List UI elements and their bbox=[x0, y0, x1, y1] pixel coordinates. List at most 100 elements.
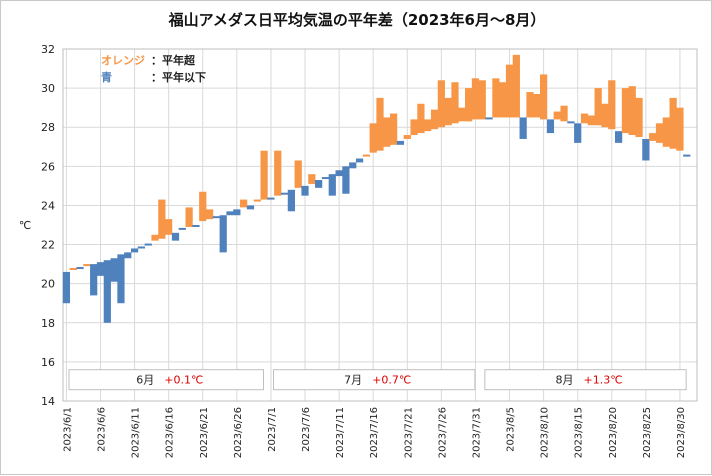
y-tick-label: 24 bbox=[41, 199, 55, 212]
bar bbox=[349, 162, 357, 169]
bar bbox=[540, 74, 548, 120]
bar bbox=[260, 150, 268, 200]
x-tick-label: 2023/6/26 bbox=[233, 407, 244, 458]
x-tick-label: 2023/7/26 bbox=[437, 407, 448, 458]
bar bbox=[505, 64, 514, 118]
x-tick-label: 2023/7/31 bbox=[471, 407, 482, 458]
legend-text: ：平年超 bbox=[151, 53, 196, 67]
bar bbox=[533, 93, 541, 118]
bar bbox=[662, 117, 670, 147]
bar bbox=[683, 154, 691, 157]
x-tick-label: 2023/6/6 bbox=[96, 407, 107, 452]
bar bbox=[642, 138, 650, 161]
bar bbox=[471, 78, 480, 120]
bar bbox=[376, 97, 384, 151]
x-tick-label: 2023/6/21 bbox=[199, 407, 210, 458]
x-tick-label: 2023/7/6 bbox=[301, 407, 312, 452]
chart-title: 福山アメダス日平均気温の平年差（2023年6月～8月） bbox=[168, 11, 546, 29]
bar bbox=[519, 117, 527, 139]
bar bbox=[96, 262, 105, 276]
bar bbox=[205, 209, 214, 220]
bar bbox=[117, 254, 125, 304]
bar bbox=[171, 232, 180, 241]
bar bbox=[280, 192, 289, 195]
bar bbox=[110, 258, 118, 282]
bar bbox=[512, 54, 520, 118]
bar bbox=[621, 88, 630, 134]
bar bbox=[151, 234, 159, 241]
bar bbox=[485, 117, 493, 120]
bar bbox=[587, 115, 595, 126]
x-tick-label: 2023/7/21 bbox=[403, 407, 414, 458]
bar bbox=[192, 224, 200, 227]
month-summary-box bbox=[273, 369, 476, 391]
bar bbox=[315, 180, 323, 188]
bar bbox=[355, 158, 364, 163]
bar bbox=[165, 219, 173, 235]
x-tick-label: 2023/6/16 bbox=[165, 407, 176, 458]
bar bbox=[424, 119, 432, 132]
bar bbox=[199, 191, 207, 222]
bar bbox=[560, 105, 568, 122]
y-tick-label: 28 bbox=[41, 121, 55, 134]
x-tick-label: 2023/8/20 bbox=[608, 407, 619, 458]
bar bbox=[594, 88, 602, 126]
bar bbox=[499, 82, 507, 118]
summary-layer: 6月 +0.1℃ 7月 +0.7℃ 8月 +1.3℃ bbox=[68, 369, 687, 391]
plot-area bbox=[62, 48, 698, 402]
bar bbox=[390, 113, 398, 145]
bar bbox=[601, 103, 609, 128]
bar bbox=[274, 150, 282, 196]
bar bbox=[567, 121, 575, 124]
bar bbox=[369, 123, 377, 153]
bar bbox=[301, 185, 309, 196]
bar bbox=[308, 174, 316, 184]
bar bbox=[526, 92, 534, 118]
month-anomaly: +0.7℃ bbox=[372, 374, 411, 387]
legend-key: 青 bbox=[101, 70, 112, 84]
y-axis-label: ℃ bbox=[19, 219, 31, 232]
x-tick-label: 2023/6/1 bbox=[62, 407, 73, 452]
bar bbox=[253, 199, 261, 202]
y-tick-label: 30 bbox=[41, 82, 55, 95]
bar bbox=[185, 207, 193, 227]
bar bbox=[635, 97, 643, 137]
axis-layer: 14 16 18 20 22 24 26 28 30 32 2023/6/1 2023/6/6 2023… bbox=[19, 43, 687, 458]
x-tick-label: 2023/6/11 bbox=[131, 407, 142, 458]
bar bbox=[83, 264, 91, 267]
bar bbox=[580, 113, 589, 124]
bar bbox=[90, 264, 98, 296]
month-label: 8月 bbox=[556, 374, 574, 387]
bar bbox=[655, 123, 664, 143]
bar bbox=[444, 97, 452, 126]
bar bbox=[614, 131, 623, 143]
bar bbox=[219, 215, 227, 253]
bar bbox=[328, 174, 336, 196]
bar bbox=[451, 82, 459, 124]
bar bbox=[628, 86, 636, 136]
bar bbox=[240, 199, 248, 208]
y-tick-label: 16 bbox=[41, 356, 55, 369]
bar bbox=[335, 170, 343, 177]
bar bbox=[62, 271, 71, 304]
bar bbox=[294, 160, 302, 188]
bar bbox=[430, 109, 439, 130]
month-anomaly: +0.1℃ bbox=[164, 374, 203, 387]
bar bbox=[676, 107, 684, 151]
bar bbox=[137, 246, 146, 249]
month-summary-box bbox=[484, 369, 687, 391]
y-tick-label: 14 bbox=[41, 395, 55, 408]
bar bbox=[130, 248, 139, 253]
month-label: 6月 bbox=[136, 374, 154, 387]
y-tick-label: 26 bbox=[41, 160, 55, 173]
bar bbox=[417, 103, 425, 134]
bar bbox=[321, 177, 330, 180]
x-tick-label: 2023/7/11 bbox=[335, 407, 346, 458]
legend-text: ：平年以下 bbox=[151, 70, 206, 84]
month-anomaly: +1.3℃ bbox=[584, 374, 623, 387]
bar bbox=[649, 133, 657, 141]
bar bbox=[574, 123, 582, 143]
bar-layer bbox=[62, 54, 691, 323]
